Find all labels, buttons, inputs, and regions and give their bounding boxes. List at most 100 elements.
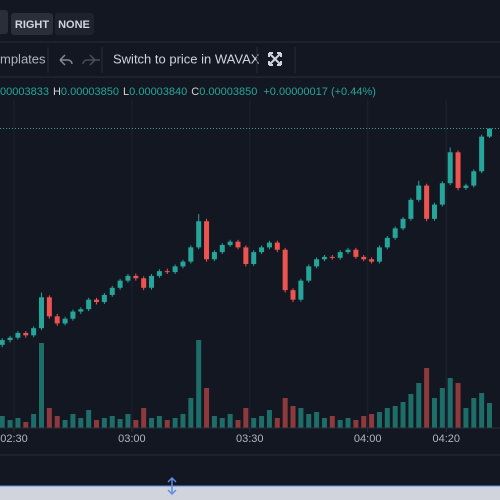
volume-bar <box>345 418 351 428</box>
candle-body <box>471 171 477 186</box>
candle-body <box>31 328 37 336</box>
volume-bar <box>369 414 375 428</box>
volume-bar <box>479 393 485 428</box>
candle-body <box>290 290 296 300</box>
candle-body <box>141 278 147 288</box>
candle-body <box>133 275 139 279</box>
candle-body <box>23 332 29 336</box>
candle-body <box>149 275 155 288</box>
volume-bar <box>416 383 422 428</box>
volume-bar <box>188 398 194 428</box>
candle-body <box>424 185 430 219</box>
volume-bar <box>463 408 469 428</box>
candle-body <box>400 218 406 229</box>
button-right[interactable] <box>11 13 53 35</box>
candle-body <box>487 128 492 137</box>
volume-bar <box>78 418 84 428</box>
volume-bar <box>361 416 367 428</box>
candle-body <box>172 266 178 273</box>
volume-bar <box>306 414 312 428</box>
volume-bar <box>94 420 100 428</box>
candle-body <box>78 309 84 312</box>
candle-body <box>463 185 469 188</box>
volume-bar <box>156 416 162 428</box>
plot <box>0 100 500 428</box>
volume-bar <box>46 408 52 428</box>
volume-bar <box>0 416 5 428</box>
volume-bar <box>282 398 288 428</box>
volume-bar <box>266 410 272 428</box>
candle-body <box>86 299 92 310</box>
x-tick-label: 02:30 <box>0 433 28 445</box>
candle-body <box>109 287 115 295</box>
undo-icon[interactable] <box>59 54 73 66</box>
candle-body <box>15 332 21 338</box>
volume-bar <box>424 368 430 428</box>
candle-body <box>62 318 68 324</box>
volume-bar <box>235 420 241 428</box>
button-none[interactable] <box>55 13 94 35</box>
volume-bar <box>337 420 343 428</box>
button-label: RIGHT <box>15 19 50 31</box>
candle-body <box>447 152 453 184</box>
volume-bar <box>259 416 265 428</box>
volume-bar <box>321 418 327 428</box>
volume-bar <box>408 394 414 428</box>
candle-body <box>7 337 13 341</box>
fullscreen-icon[interactable] <box>268 52 282 66</box>
candle-body <box>125 275 131 281</box>
volume-bar <box>101 418 107 428</box>
candle-body <box>345 249 351 253</box>
button-label: NONE <box>58 19 90 31</box>
redo-icon[interactable] <box>82 54 100 66</box>
candle-body <box>353 249 359 257</box>
volume-bar <box>70 414 76 428</box>
volume-bar <box>400 402 406 428</box>
volume-bar <box>86 410 92 428</box>
volume-bar <box>392 406 398 428</box>
volume-bar <box>227 414 233 428</box>
volume-bar <box>23 422 29 428</box>
candle-body <box>361 256 367 260</box>
candle-body <box>282 249 288 291</box>
volume-bar <box>149 418 155 428</box>
candle-body <box>38 297 44 329</box>
open-value: 00003833 <box>0 86 49 98</box>
volume-bar <box>204 388 210 428</box>
high-key: H <box>53 86 61 98</box>
volume-bar <box>353 420 359 428</box>
candle-body <box>243 247 249 265</box>
x-tick-label: 04:00 <box>354 433 382 445</box>
ohlc-legend: 00003833 H0.00003850 L0.00003840 C0.0000385… <box>0 86 376 98</box>
candle-body <box>384 237 390 248</box>
x-tick-label: 04:20 <box>433 433 461 445</box>
volume-bar <box>314 412 320 428</box>
volume-bar <box>125 414 131 428</box>
candle-body <box>329 256 335 258</box>
candle-body <box>54 316 60 324</box>
volume-bar <box>290 406 296 428</box>
switch-price-button[interactable]: Switch to price in WAVAX <box>113 51 260 66</box>
candle-body <box>196 221 202 248</box>
cropped-button[interactable] <box>0 10 8 34</box>
candle-body <box>227 241 233 245</box>
templates-button[interactable]: mplates <box>0 51 46 66</box>
x-tick-label: 03:00 <box>118 433 146 445</box>
volume-bar <box>274 418 280 428</box>
volume-bar <box>455 383 461 428</box>
candle-body <box>266 242 272 248</box>
candle-body <box>369 259 375 262</box>
candle-body <box>479 136 485 172</box>
resize-handle-icon[interactable] <box>167 476 177 496</box>
close-value: 0.00003850 <box>199 86 257 98</box>
candle-body <box>376 247 382 262</box>
candle-body <box>164 271 170 273</box>
candle-body <box>314 259 320 267</box>
candle-body <box>204 221 210 260</box>
candle-body <box>101 294 107 303</box>
candle-body <box>180 261 186 267</box>
volume-bar <box>117 419 123 428</box>
candle-body <box>274 242 280 250</box>
candle-body <box>439 183 445 205</box>
